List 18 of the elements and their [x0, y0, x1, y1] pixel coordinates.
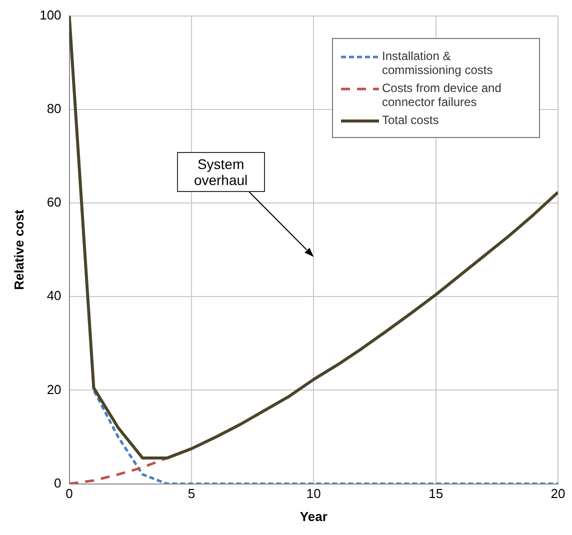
x-axis-title: Year	[300, 508, 328, 524]
y-tick-label: 100	[40, 7, 62, 22]
line-series	[69, 456, 168, 484]
y-tick-label: 80	[46, 100, 62, 116]
x-tick-label: 15	[428, 486, 444, 502]
x-tick-label: 0	[66, 486, 73, 502]
annotation: System overhaul	[176, 152, 265, 192]
y-tick-label: 20	[46, 382, 62, 397]
legend-label: Installation & commissioning costs	[382, 48, 494, 77]
x-tick-label: 20	[550, 486, 566, 502]
y-axis-title: Relative cost	[11, 209, 26, 290]
y-tick-label: 40	[46, 288, 62, 304]
y-tick-label: 0	[54, 475, 62, 490]
x-tick-label: 5	[188, 486, 196, 502]
y-tick-label: 60	[46, 194, 62, 210]
legend-label: Costs from device and connector failures	[382, 80, 502, 109]
legend-label: Total costs	[382, 112, 439, 127]
x-tick-label: 10	[306, 486, 321, 502]
